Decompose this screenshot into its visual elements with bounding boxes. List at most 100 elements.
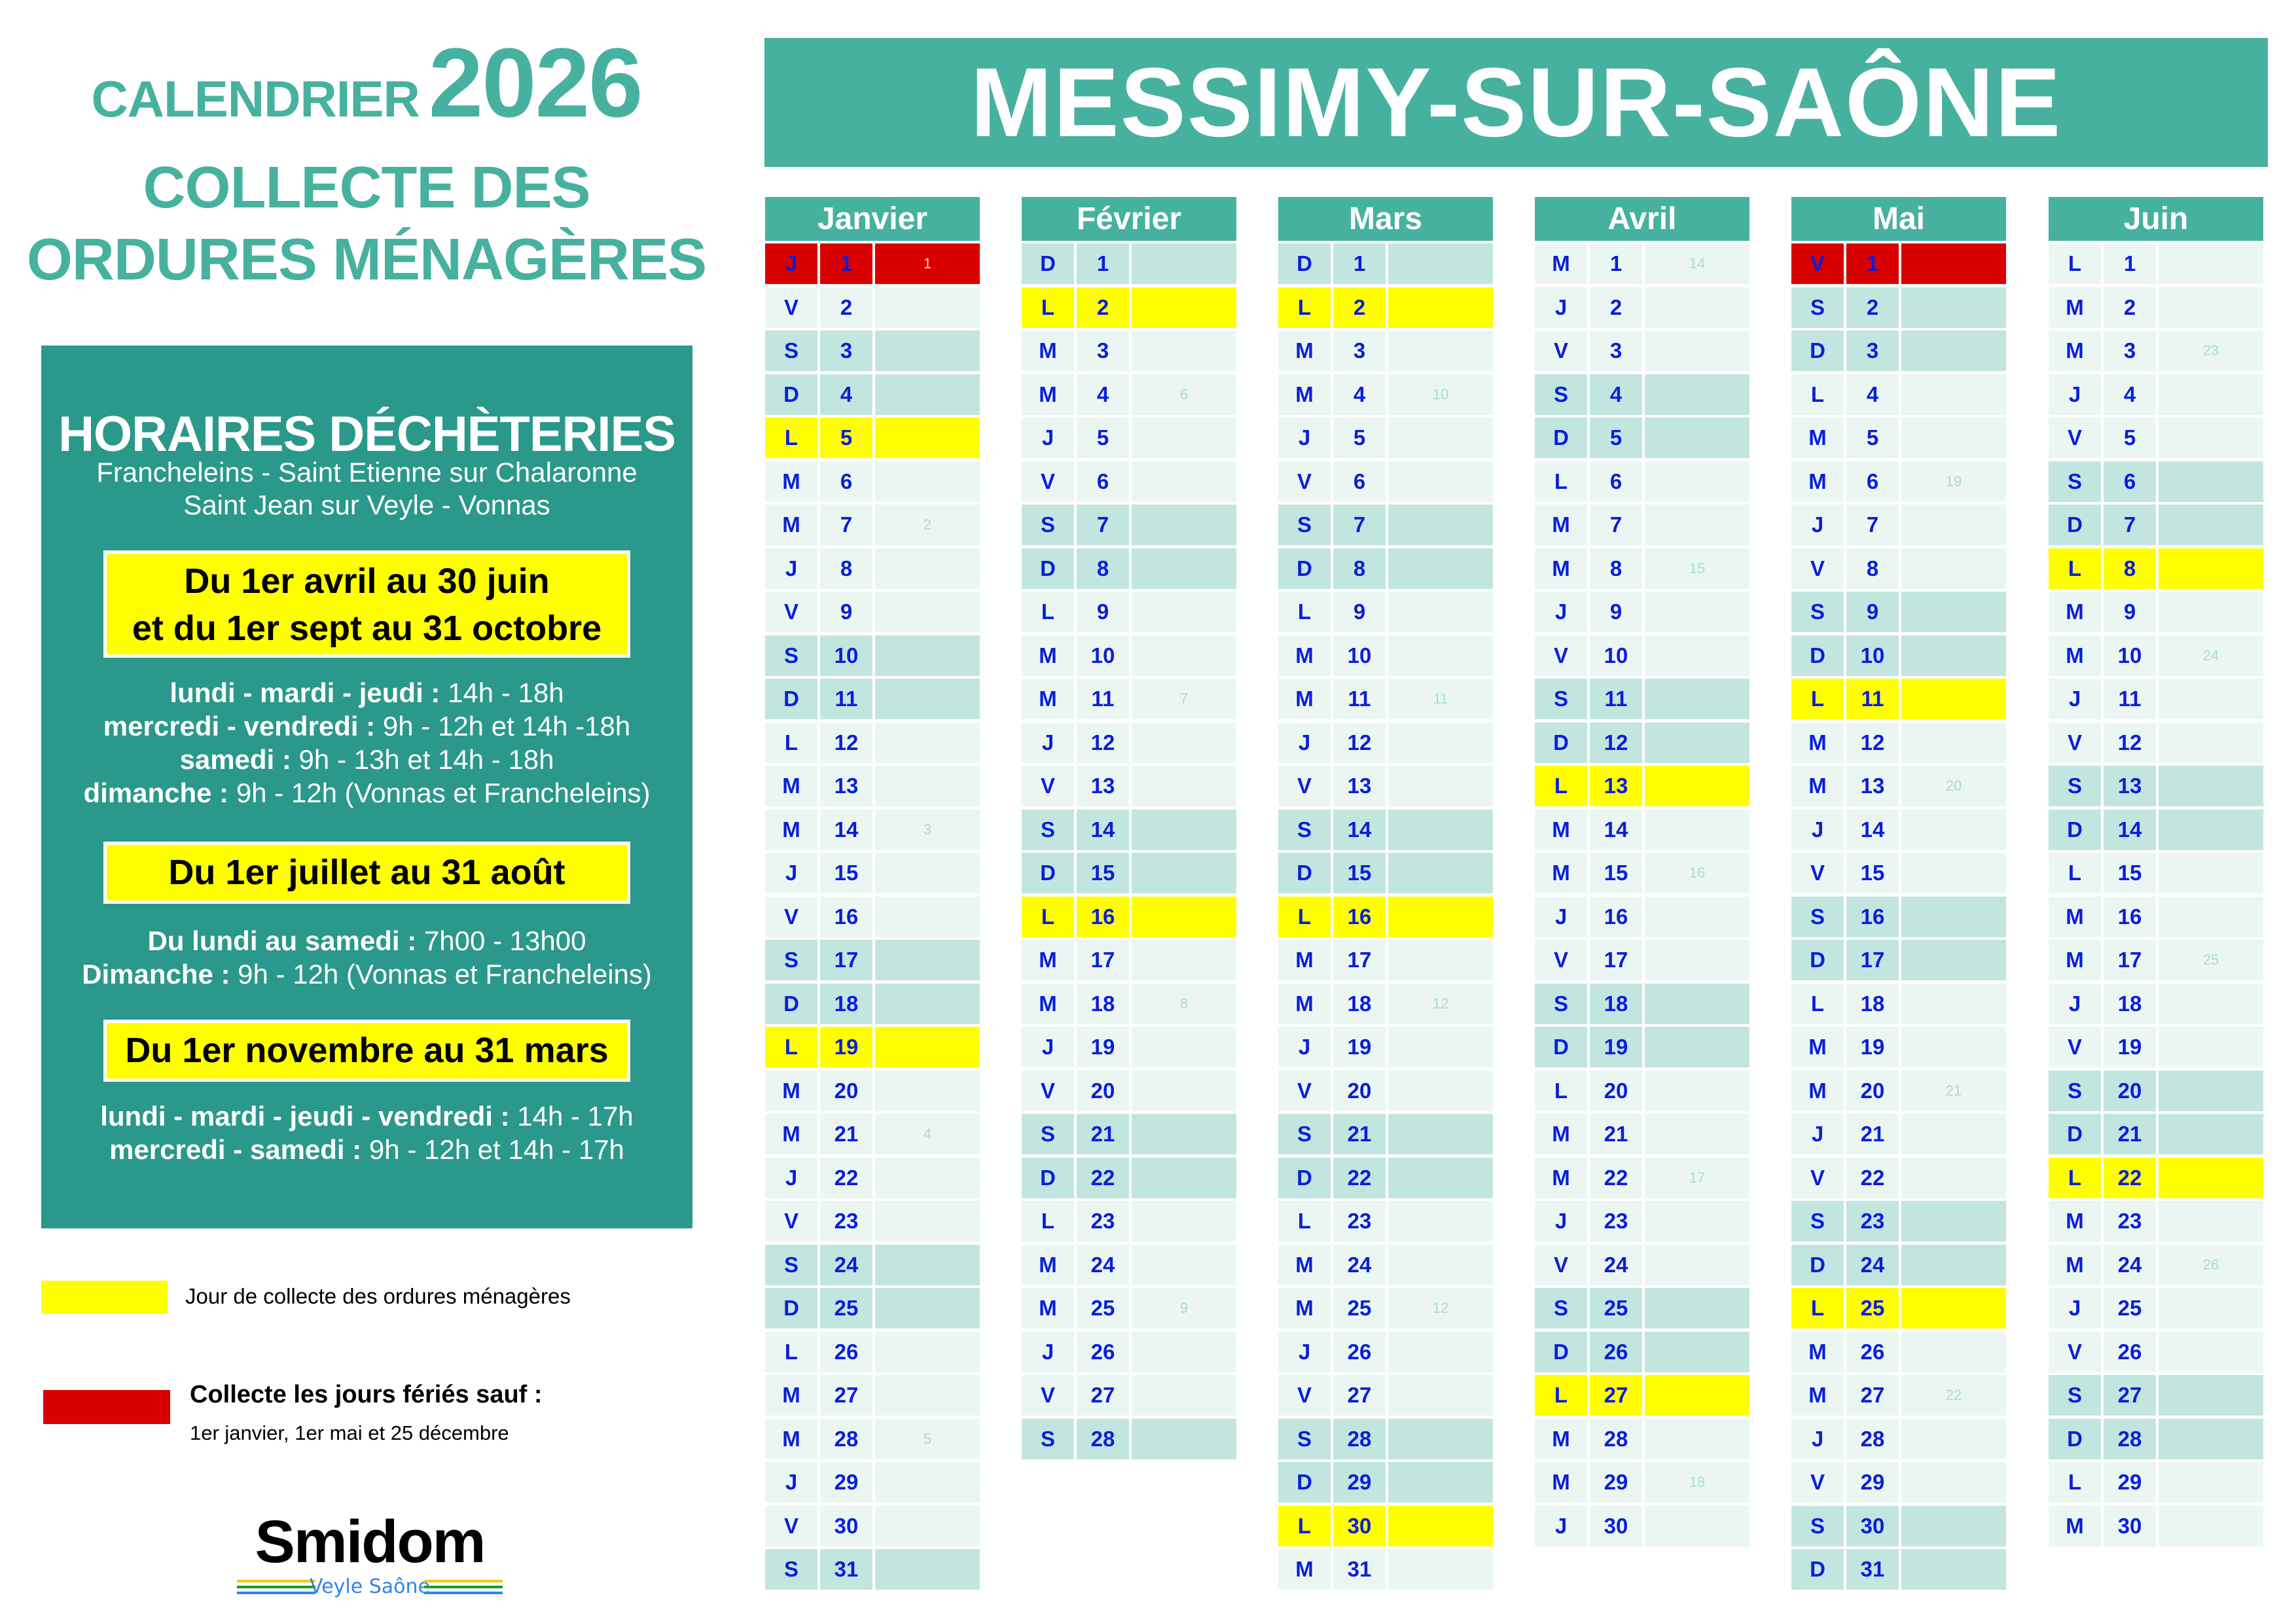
week-number: 21 <box>1901 1071 2006 1111</box>
week-number: 15 <box>1645 548 1749 589</box>
day-number: 2 <box>1077 287 1129 328</box>
month-header: Février <box>1022 197 1236 241</box>
week-number <box>1645 722 1749 763</box>
day-number: 21 <box>820 1114 872 1154</box>
day-number: 23 <box>1846 1201 1899 1241</box>
day-row-weekend: D 31 <box>1791 1549 2006 1590</box>
day-number: 20 <box>820 1071 872 1111</box>
day-row: V 20 <box>1278 1071 1493 1111</box>
week-number <box>1901 418 2006 458</box>
week-number <box>2159 592 2263 632</box>
day-number: 27 <box>1077 1375 1129 1416</box>
day-number: 24 <box>1846 1245 1899 1285</box>
day-number: 5 <box>2104 418 2156 458</box>
weekday-letter: J <box>1535 897 1587 937</box>
day-row: M 30 <box>2049 1506 2263 1546</box>
weekday-letter: V <box>1278 461 1331 502</box>
month-column: Janvier J 1 1 V 2 S 3 D 4 L 5 M 6 M 7 2 J 8 V 9 S 10 D 11 L 12 M 13 M… <box>765 197 980 1590</box>
day-number: 26 <box>1846 1332 1899 1372</box>
day-number: 6 <box>1333 461 1386 502</box>
weekday-letter: J <box>1278 1332 1331 1372</box>
logo-stripes-right <box>424 1580 503 1597</box>
day-row-weekend: S 25 <box>1535 1288 1749 1329</box>
day-number: 3 <box>1333 330 1386 371</box>
day-number: 29 <box>820 1462 872 1503</box>
month-header: Janvier <box>765 197 980 241</box>
weekday-letter: D <box>1791 635 1844 676</box>
day-number: 9 <box>2104 592 2156 632</box>
week-number: 2 <box>875 505 980 545</box>
weekday-letter: V <box>1535 330 1587 371</box>
weekday-letter: M <box>1022 635 1074 676</box>
weekday-letter: D <box>1791 1549 1844 1590</box>
weekday-letter: L <box>1022 897 1074 937</box>
weekday-letter: M <box>1535 243 1587 284</box>
day-row: J 12 <box>1278 722 1493 763</box>
day-row-weekend: S 27 <box>2049 1375 2263 1416</box>
weekday-letter: L <box>1791 1288 1844 1329</box>
day-number: 16 <box>1077 897 1129 937</box>
weekday-letter: M <box>1278 1549 1331 1590</box>
day-number: 15 <box>1333 853 1386 893</box>
week-number <box>2159 1419 2263 1459</box>
week-number <box>1645 766 1749 806</box>
weekday-letter: M <box>2049 1245 2101 1285</box>
day-row: M 24 <box>1278 1245 1493 1285</box>
day-number: 11 <box>1077 679 1129 719</box>
week-number <box>1645 505 1749 545</box>
day-row-weekend: D 11 <box>765 679 980 719</box>
decheteries-sites-1: Francheleins - Saint Etienne sur Chalaro… <box>96 457 637 488</box>
day-row: V 26 <box>2049 1332 2263 1372</box>
week-number <box>2159 243 2263 284</box>
day-number: 18 <box>1333 984 1386 1024</box>
week-number: 7 <box>1132 679 1236 719</box>
weekday-letter: J <box>1791 810 1844 850</box>
day-number: 20 <box>1077 1071 1129 1111</box>
day-row: M 20 21 <box>1791 1071 2006 1111</box>
hours-line: mercredi - samedi : 9h - 12h et 14h - 17… <box>109 1134 624 1165</box>
day-row: M 3 23 <box>2049 330 2263 371</box>
day-row: M 17 25 <box>2049 940 2263 980</box>
week-number <box>1901 1201 2006 1241</box>
week-number <box>1645 1114 1749 1154</box>
hours-line: mercredi - vendredi : 9h - 12h et 14h -1… <box>103 711 631 741</box>
day-row: M 15 16 <box>1535 853 1749 893</box>
day-number: 15 <box>1590 853 1642 893</box>
weekday-letter: V <box>765 1506 817 1546</box>
day-row-weekend: S 14 <box>1278 810 1493 850</box>
day-number: 24 <box>1333 1245 1386 1285</box>
day-row: L 23 <box>1022 1201 1236 1241</box>
day-number: 18 <box>820 984 872 1024</box>
week-number <box>875 1375 980 1416</box>
day-row: M 10 <box>1278 635 1493 676</box>
week-number <box>1645 592 1749 632</box>
decheteries-title: HORAIRES DÉCHÈTERIES <box>58 406 676 462</box>
weekday-letter: L <box>2049 1158 2101 1198</box>
week-number <box>875 548 980 589</box>
day-number: 5 <box>1333 418 1386 458</box>
week-number: 12 <box>1388 1288 1493 1329</box>
week-number <box>1388 766 1493 806</box>
week-number <box>2159 461 2263 502</box>
period-badge-summer: Du 1er juillet au 31 août <box>103 842 630 904</box>
day-number: 1 <box>1333 243 1386 284</box>
day-number: 3 <box>1077 330 1129 371</box>
weekday-letter: D <box>765 679 817 719</box>
weekday-letter: M <box>765 766 817 806</box>
weekday-letter: D <box>1535 1332 1587 1372</box>
day-number: 7 <box>1077 505 1129 545</box>
day-row-weekend: S 21 <box>1278 1114 1493 1154</box>
weekday-letter: L <box>1022 592 1074 632</box>
day-number: 2 <box>2104 287 2156 328</box>
day-number: 26 <box>1077 1332 1129 1372</box>
weekday-letter: M <box>765 1114 817 1154</box>
day-number: 8 <box>1846 548 1899 589</box>
day-row-weekend: S 24 <box>765 1245 980 1285</box>
